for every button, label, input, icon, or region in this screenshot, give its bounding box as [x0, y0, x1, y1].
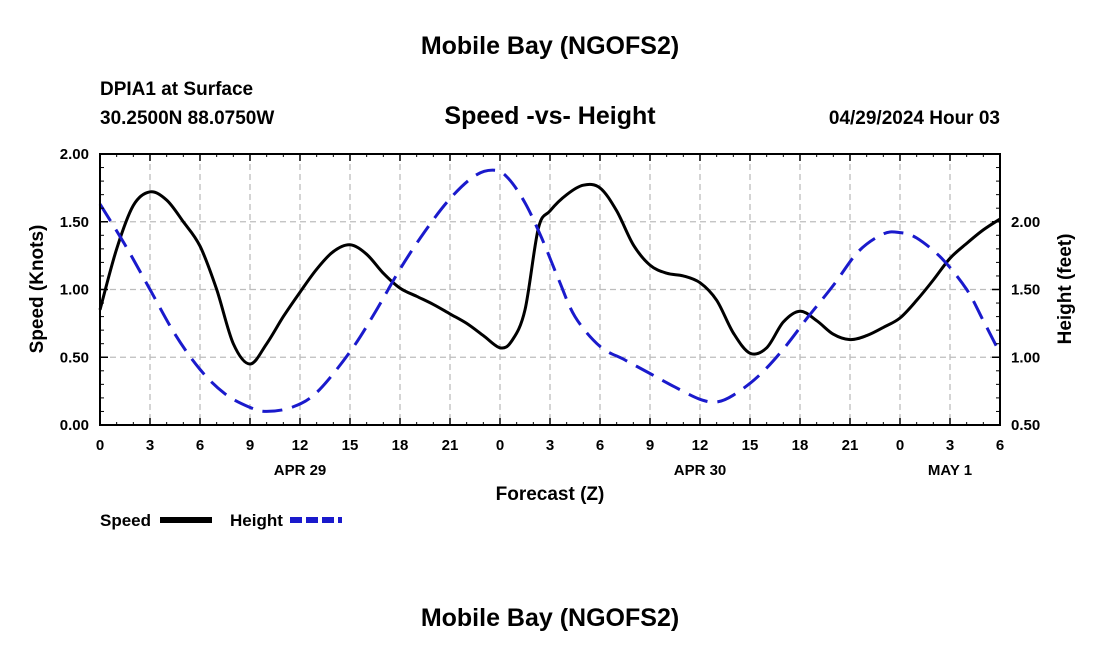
x-tick-label: 3	[546, 437, 554, 454]
y-axis-label: Speed (Knots)	[27, 225, 48, 354]
y-tick-label: 0.00	[60, 417, 89, 434]
tick-marks	[99, 153, 1001, 426]
run-time-label: 04/29/2024 Hour 03	[829, 108, 1000, 129]
y2-tick-label: 2.00	[1011, 214, 1040, 231]
x-tick-label: 21	[442, 437, 459, 454]
x-tick-label: 3	[946, 437, 954, 454]
chart-title: Mobile Bay (NGOFS2)	[421, 32, 679, 60]
x-tick-label: 6	[196, 437, 204, 454]
x-axis-label: Forecast (Z)	[496, 484, 605, 505]
chart-subtitle: Speed -vs- Height	[444, 102, 656, 130]
series-line-speed	[98, 182, 1001, 366]
footer-title: Mobile Bay (NGOFS2)	[421, 604, 679, 632]
x-tick-label: 18	[792, 437, 809, 454]
x-tick-label: 15	[342, 437, 359, 454]
y-tick-label: 0.50	[60, 349, 89, 366]
x-tick-label: 0	[496, 437, 504, 454]
x-tick-label: 9	[246, 437, 254, 454]
y-tick-label: 2.00	[60, 146, 89, 163]
series-layer	[98, 168, 1002, 413]
date-label: APR 29	[274, 462, 327, 479]
x-tick-label: 9	[646, 437, 654, 454]
y2-tick-label: 1.50	[1011, 282, 1040, 299]
date-label: MAY 1	[928, 462, 972, 479]
x-tick-label: 18	[392, 437, 409, 454]
y2-tick-label: 1.00	[1011, 349, 1040, 366]
grid-lines	[100, 154, 1000, 425]
station-label: DPIA1 at Surface	[100, 79, 253, 100]
x-tick-label: 12	[292, 437, 309, 454]
x-tick-label: 6	[596, 437, 604, 454]
x-tick-label: 6	[996, 437, 1004, 454]
y2-axis-label: Height (feet)	[1055, 234, 1076, 345]
tick-labels: 0 3 6 9 12 15 18 21 0 3 6 9 12 15 18 21 0 3 6 APR 29 APR 30 M…	[60, 146, 1040, 479]
x-tick-label: 15	[742, 437, 759, 454]
x-tick-label: 21	[842, 437, 859, 454]
y-tick-label: 1.00	[60, 282, 89, 299]
legend-label-speed: Speed	[100, 511, 151, 530]
x-tick-label: 0	[896, 437, 904, 454]
series-line-height	[98, 168, 1002, 413]
legend-label-height: Height	[230, 511, 283, 530]
x-tick-label: 12	[692, 437, 709, 454]
date-label: APR 30	[674, 462, 727, 479]
x-tick-label: 0	[96, 437, 104, 454]
x-tick-label: 3	[146, 437, 154, 454]
legend: Speed Height	[100, 511, 342, 530]
location-label: 30.2500N 88.0750W	[100, 108, 274, 129]
y-tick-label: 1.50	[60, 214, 89, 231]
y2-tick-label: 0.50	[1011, 417, 1040, 434]
